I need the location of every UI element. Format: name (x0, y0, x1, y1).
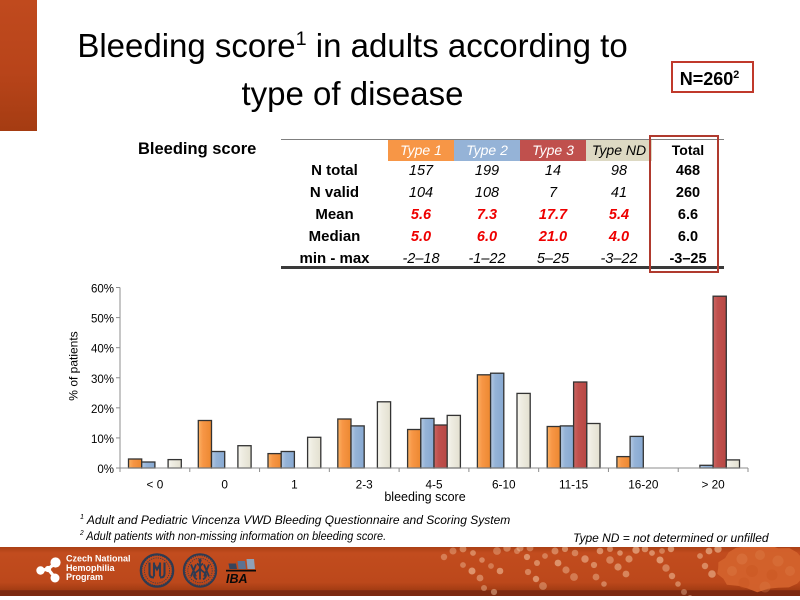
svg-text:% of patients: % of patients (67, 331, 81, 400)
svg-text:16-20: 16-20 (628, 478, 659, 492)
svg-text:10%: 10% (91, 434, 114, 446)
svg-text:0%: 0% (97, 464, 114, 476)
svg-text:40%: 40% (91, 344, 114, 356)
svg-text:30%: 30% (91, 374, 114, 386)
svg-text:1: 1 (291, 478, 298, 492)
svg-text:> 20: > 20 (701, 478, 725, 492)
svg-text:4-5: 4-5 (425, 478, 442, 492)
svg-text:2-3: 2-3 (356, 478, 373, 492)
svg-text:Program: Program (66, 572, 103, 582)
svg-text:Czech National: Czech National (66, 554, 131, 564)
svg-text:< 0: < 0 (147, 478, 164, 492)
svg-text:50%: 50% (91, 314, 114, 326)
svg-text:6-10: 6-10 (492, 478, 516, 492)
svg-text:60%: 60% (91, 284, 114, 296)
svg-text:IBA: IBA (226, 572, 248, 586)
svg-text:bleeding score: bleeding score (384, 490, 465, 504)
svg-text:11-15: 11-15 (559, 478, 589, 492)
svg-text:0: 0 (221, 478, 228, 492)
svg-text:20%: 20% (91, 404, 114, 416)
svg-text:Hemophilia: Hemophilia (66, 563, 116, 573)
